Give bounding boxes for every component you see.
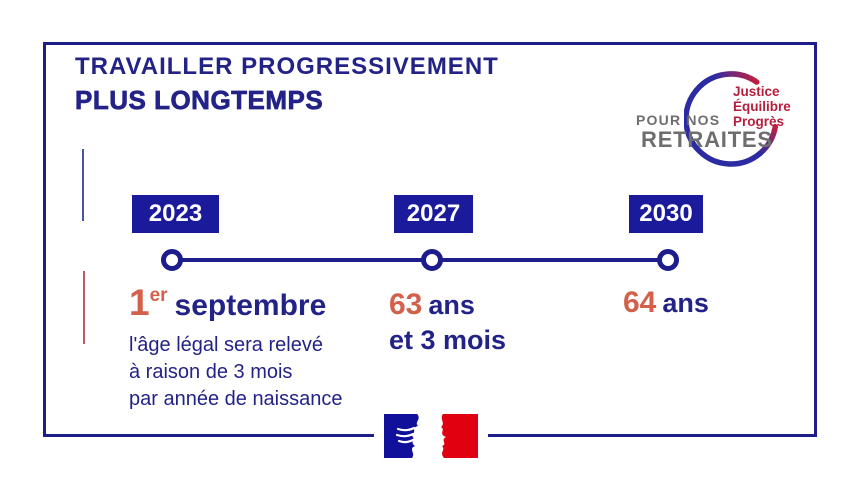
timeline-node-2027 — [421, 249, 443, 271]
timeline-axis-line — [172, 258, 668, 262]
left-accent-red-line — [83, 271, 85, 344]
title-line-1: TRAVAILLER PROGRESSIVEMENT — [75, 53, 499, 80]
brand-tagline-retraites: RETRAITES — [641, 127, 773, 152]
french-republic-marianne-logo-icon — [384, 414, 478, 458]
title-line-2: PLUS LONGTEMPS — [75, 85, 324, 116]
timeline-year-box-2023: 2023 — [132, 195, 219, 233]
milestone-2030-age: 64 — [623, 286, 657, 319]
brand-tagline-pour-nos: POUR NOS — [636, 112, 721, 128]
milestone-2023-day: 1 — [129, 282, 150, 323]
timeline-year-box-2030: 2030 — [629, 195, 703, 233]
brand-word-progres: Progrès — [733, 114, 785, 129]
milestone-2027-age: 63 — [389, 288, 423, 321]
detail-line: par année de naissance — [129, 388, 343, 410]
brand-word-justice: Justice — [733, 84, 780, 99]
timeline-node-2023 — [161, 249, 183, 271]
milestone-2027-value-line2: et 3 mois — [389, 325, 507, 355]
milestone-2027-unit: ans — [428, 290, 475, 320]
milestone-2027: 63 ans et 3 mois — [389, 288, 506, 356]
timeline-year-box-2027: 2027 — [394, 195, 473, 233]
bottom-border-gap — [374, 431, 488, 440]
milestone-2023: 1er septembre l'âge légal sera relevé à r… — [129, 282, 343, 413]
milestone-2023-ordinal: er — [149, 285, 168, 306]
left-accent-blue-line — [82, 149, 84, 221]
brand-word-equilibre: Équilibre — [733, 99, 791, 114]
milestone-2030: 64 ans — [623, 286, 709, 320]
page-title: TRAVAILLER PROGRESSIVEMENT PLUS LONGTEMP… — [75, 53, 499, 116]
milestone-2027-value: 63 ans — [389, 288, 506, 322]
detail-line: l'âge légal sera relevé — [129, 334, 323, 356]
detail-line: à raison de 3 mois — [129, 361, 293, 383]
brand-circle-icon — [684, 71, 779, 167]
milestone-2030-unit: ans — [662, 288, 709, 318]
milestone-2023-value: 1er septembre — [129, 282, 343, 324]
milestone-2030-value: 64 ans — [623, 286, 709, 320]
milestone-2023-month: septembre — [174, 289, 327, 322]
milestone-2023-details: l'âge légal sera relevé à raison de 3 mo… — [129, 332, 343, 413]
brand-values-words: Justice Équilibre Progrès — [733, 84, 791, 129]
timeline-node-2030 — [657, 249, 679, 271]
